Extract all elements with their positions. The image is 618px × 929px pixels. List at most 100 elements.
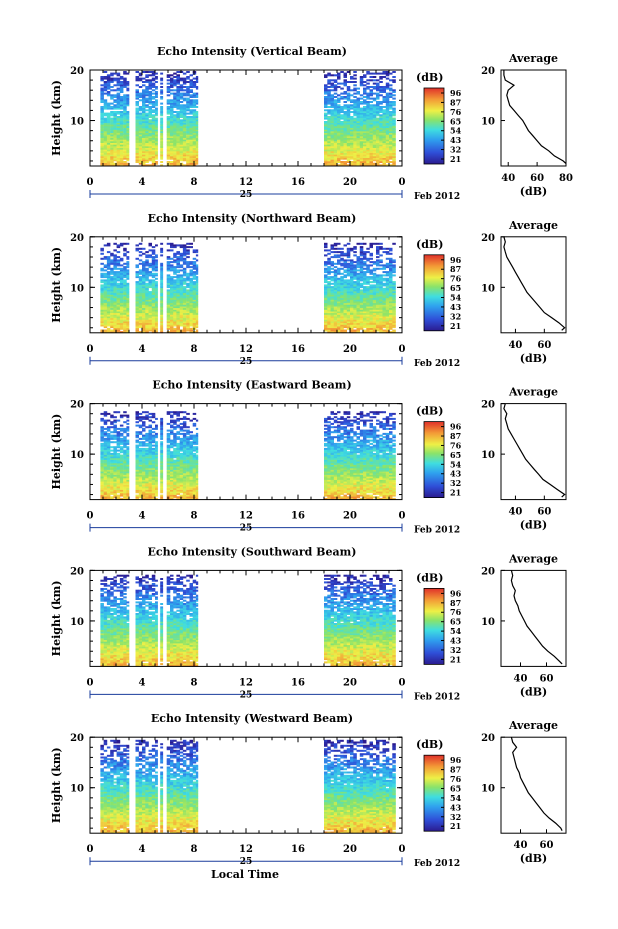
heatmap-cell bbox=[116, 151, 121, 153]
heatmap-cell bbox=[160, 279, 164, 282]
heatmap-cell bbox=[327, 267, 331, 270]
heatmap-cell bbox=[155, 107, 158, 110]
heatmap-cell bbox=[151, 272, 156, 275]
heatmap-cell bbox=[166, 327, 171, 330]
heatmap-cell bbox=[182, 111, 187, 113]
heatmap-cell bbox=[119, 289, 124, 292]
heatmap-cell bbox=[330, 311, 334, 314]
heatmap-cell bbox=[327, 159, 331, 162]
heatmap-cell bbox=[110, 307, 114, 310]
heatmap-cell bbox=[155, 96, 158, 98]
heatmap-cell bbox=[155, 161, 158, 163]
heatmap-cell bbox=[382, 309, 386, 312]
heatmap-cell bbox=[166, 281, 171, 284]
heatmap-cell bbox=[327, 152, 331, 155]
heatmap-cell bbox=[106, 437, 111, 440]
heatmap-cell bbox=[379, 159, 383, 162]
heatmap-cell bbox=[195, 116, 199, 118]
heatmap-cell bbox=[176, 307, 180, 310]
heatmap-cell bbox=[350, 296, 354, 299]
heatmap-cell bbox=[379, 282, 383, 285]
heatmap-cell bbox=[382, 91, 386, 93]
heatmap-cell bbox=[195, 306, 199, 309]
heatmap-cell bbox=[356, 102, 360, 105]
heatmap-cell bbox=[176, 281, 180, 284]
heatmap-cell bbox=[155, 122, 158, 125]
heatmap-cell bbox=[189, 161, 193, 163]
heatmap-cell bbox=[145, 157, 149, 160]
heatmap-cell bbox=[330, 264, 334, 267]
heatmap-cell bbox=[195, 146, 199, 148]
heatmap-cell bbox=[173, 287, 177, 290]
heatmap-cell bbox=[337, 287, 341, 290]
heatmap-cell bbox=[327, 319, 331, 322]
heatmap-cell bbox=[195, 157, 199, 160]
heatmap-cell bbox=[135, 157, 139, 160]
heatmap-cell bbox=[372, 159, 377, 162]
heatmap-cell bbox=[333, 302, 338, 305]
heatmap-cell bbox=[113, 164, 117, 167]
heatmap-cell bbox=[385, 271, 390, 274]
heatmap-cell bbox=[340, 116, 344, 118]
heatmap-cell bbox=[346, 134, 351, 137]
heatmap-cell bbox=[106, 141, 111, 143]
heatmap-cell bbox=[123, 302, 127, 305]
heatmap-cell bbox=[145, 324, 149, 327]
heatmap-cell bbox=[116, 442, 121, 445]
heatmap-cell bbox=[372, 92, 377, 95]
heatmap-cell bbox=[333, 141, 338, 143]
heatmap-cell bbox=[327, 157, 331, 160]
heatmap-cell bbox=[353, 151, 357, 153]
heatmap-cell bbox=[327, 299, 331, 302]
heatmap-cell bbox=[142, 136, 146, 138]
heatmap-cell bbox=[353, 112, 357, 115]
heatmap-cell bbox=[126, 152, 130, 155]
heatmap-cell bbox=[382, 154, 386, 157]
heatmap-cell bbox=[142, 117, 146, 120]
heatmap-cell bbox=[182, 112, 187, 115]
heatmap-cell bbox=[350, 317, 354, 320]
heatmap-cell bbox=[103, 121, 108, 123]
heatmap-cell bbox=[346, 291, 351, 294]
heatmap-cell bbox=[337, 254, 341, 257]
heatmap-cell bbox=[123, 284, 127, 287]
heatmap-cell bbox=[166, 79, 171, 82]
heatmap-cell bbox=[350, 262, 354, 265]
heatmap-cell bbox=[366, 106, 370, 108]
heatmap-cell bbox=[359, 139, 364, 142]
heatmap-cell bbox=[106, 144, 111, 147]
heatmap-cell bbox=[366, 247, 370, 250]
heatmap-cell bbox=[350, 309, 354, 312]
heatmap-cell bbox=[333, 74, 338, 77]
heatmap-cell bbox=[110, 437, 114, 440]
heatmap-cell bbox=[160, 274, 164, 277]
heatmap-cell bbox=[182, 277, 187, 280]
heatmap-cell bbox=[366, 266, 370, 269]
heatmap-cell bbox=[376, 136, 380, 138]
heatmap-cell bbox=[369, 257, 373, 260]
heatmap-cell bbox=[337, 261, 341, 264]
heatmap-cell bbox=[106, 117, 111, 120]
heatmap-cell bbox=[366, 79, 370, 82]
heatmap-cell bbox=[343, 76, 347, 78]
heatmap-cell bbox=[337, 154, 341, 157]
heatmap-cell bbox=[337, 127, 341, 130]
heatmap-cell bbox=[392, 281, 396, 284]
heatmap-cell bbox=[142, 289, 146, 292]
heatmap-cell bbox=[103, 77, 108, 80]
heatmap-cell bbox=[135, 299, 139, 302]
heatmap-cell bbox=[385, 114, 390, 117]
heatmap-cell bbox=[135, 136, 139, 138]
heatmap-cell bbox=[379, 311, 383, 314]
heatmap-cell bbox=[343, 132, 347, 135]
heatmap-cell bbox=[151, 146, 156, 148]
heatmap-cell bbox=[350, 149, 354, 152]
heatmap-cell bbox=[356, 292, 360, 295]
heatmap-cell bbox=[103, 307, 108, 310]
heatmap-cell bbox=[359, 307, 364, 310]
heatmap-cell bbox=[366, 269, 370, 272]
heatmap-cell bbox=[392, 297, 396, 300]
heatmap-cell bbox=[135, 297, 139, 300]
heatmap-cell bbox=[359, 151, 364, 153]
heatmap-cell bbox=[385, 316, 390, 319]
